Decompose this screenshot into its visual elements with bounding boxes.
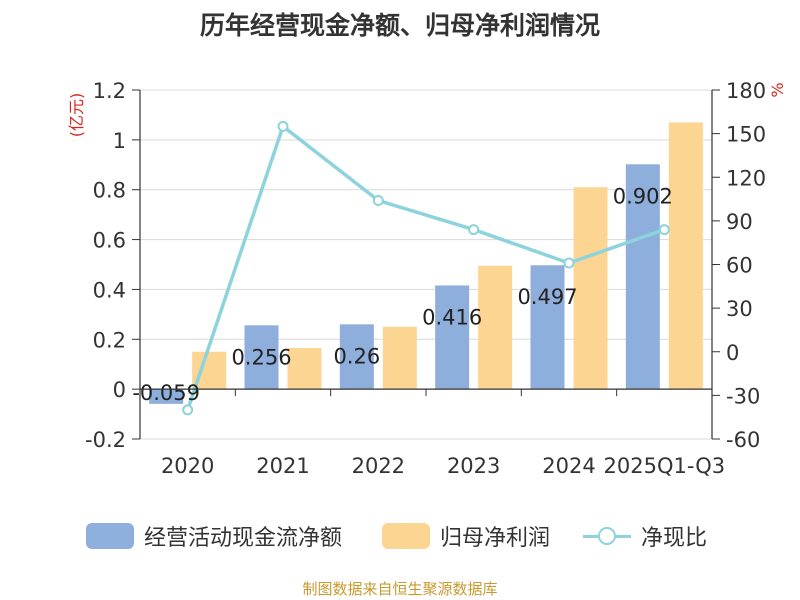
y-right-tick-label: 180	[726, 79, 766, 103]
data-label: 0.902	[613, 184, 673, 208]
bar-net-profit	[287, 348, 322, 390]
chart-title: 历年经营现金净额、归母净利润情况	[199, 11, 600, 40]
legend-swatch-orange	[382, 523, 430, 549]
y-left-tick-label: 0.4	[93, 278, 126, 302]
line-point	[563, 257, 575, 269]
legend: 经营活动现金流净额 归母净利润 净现比	[0, 518, 800, 554]
y-right-tick-label: -30	[726, 384, 760, 408]
x-tick-label: 2022	[352, 454, 405, 478]
bar-net-profit	[668, 122, 703, 390]
y-left-tick-label: 0.2	[93, 328, 126, 352]
y-right-axis-title: %	[768, 82, 787, 97]
bar-operating-cashflow	[149, 389, 184, 404]
y-right-tick-label: 90	[726, 210, 753, 234]
y-right-tick-label: -60	[726, 428, 760, 452]
data-label: -0.059	[132, 381, 200, 405]
bar-net-profit	[573, 187, 608, 390]
x-tick-label: 2020	[161, 454, 214, 478]
source-note: 制图数据来自恒生聚源数据库	[302, 580, 498, 598]
x-tick-label: 2025Q1-Q3	[604, 454, 726, 478]
data-label: 0.26	[333, 344, 380, 368]
legend-label: 经营活动现金流净额	[144, 526, 343, 551]
y-left-tick-label: 0	[113, 378, 126, 402]
line-point	[182, 404, 194, 416]
legend-label: 净现比	[641, 526, 708, 551]
labels-layer: -0.059 0.256 0.26 0.416 0.497 0.902	[132, 184, 673, 405]
bar-net-profit	[478, 265, 513, 390]
legend-swatch-blue	[86, 523, 134, 549]
data-label: 0.416	[422, 305, 482, 329]
y-right-tick-label: 30	[726, 297, 753, 321]
bar-operating-cashflow	[435, 285, 470, 390]
y-left-tick-label: 0.6	[93, 229, 126, 253]
legend-item-operating-cashflow[interactable]: 经营活动现金流净额	[86, 518, 342, 554]
data-label: 0.497	[517, 285, 577, 309]
bar-operating-cashflow	[339, 324, 374, 390]
bar-operating-cashflow	[244, 325, 279, 390]
line-point	[372, 195, 384, 207]
y-left-axis-title: (亿元)	[67, 93, 86, 138]
bar-net-profit	[382, 326, 417, 390]
data-label: 0.256	[231, 345, 291, 369]
x-tick-label: 2021	[256, 454, 309, 478]
x-tick-label: 2024	[542, 454, 595, 478]
y-left-tick-label: -0.2	[85, 428, 126, 452]
y-right-tick-label: 0	[726, 341, 739, 365]
legend-item-cash-ratio[interactable]: 净现比	[583, 518, 707, 554]
y-left-tick-label: 1.2	[93, 79, 126, 103]
legend-line-marker-icon	[583, 523, 631, 549]
x-tick-label: 2023	[447, 454, 500, 478]
legend-label: 归母净利润	[440, 526, 551, 551]
bars-layer	[149, 122, 703, 404]
y-right-tick-label: 150	[726, 123, 766, 147]
line-point	[277, 120, 289, 132]
line-layer	[182, 120, 670, 416]
bar-operating-cashflow	[625, 164, 660, 390]
y-right-tick-label: 120	[726, 166, 766, 190]
line-point	[468, 224, 480, 236]
y-left-tick-label: 0.8	[93, 179, 126, 203]
axes-layer: 1.2 1 0.8 0.6 0.4 0.2 0 -0.2 180 150 120 90 60 30 0 -30…	[85, 79, 766, 478]
line-point	[658, 224, 670, 236]
y-left-tick-label: 1	[113, 129, 126, 153]
bar-operating-cashflow	[530, 265, 565, 390]
legend-item-net-profit[interactable]: 归母净利润	[382, 518, 550, 554]
y-right-tick-label: 60	[726, 254, 753, 278]
series-line-cash-ratio	[186, 123, 665, 411]
